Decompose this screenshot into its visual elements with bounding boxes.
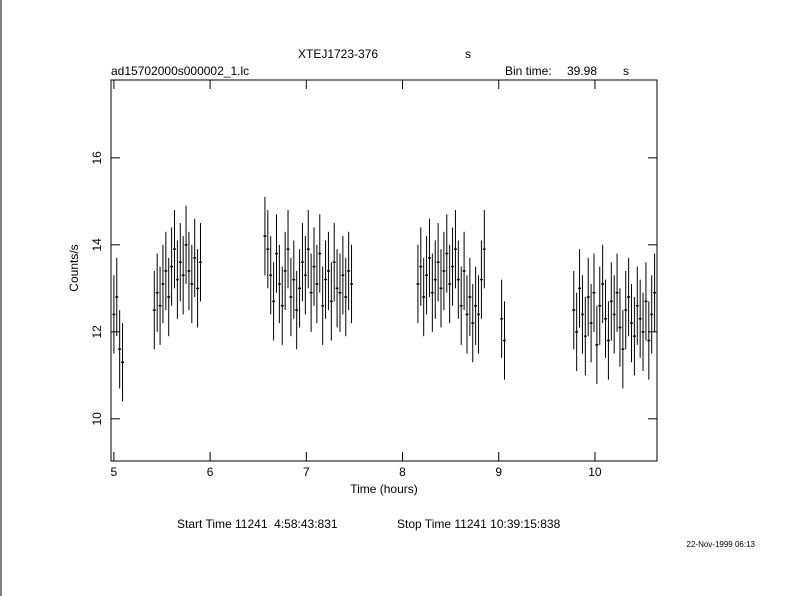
y-tick-label: 12	[90, 325, 104, 339]
plot-frame	[110, 79, 658, 462]
stop-time: Stop Time 11241 10:39:15:838	[397, 517, 561, 531]
x-tick-label: 9	[495, 465, 502, 479]
bin-value: 39.98	[567, 64, 597, 78]
y-tick-label: 16	[90, 151, 104, 165]
y-tick-label: 14	[90, 238, 104, 252]
bin-label: Bin time:	[505, 64, 552, 78]
x-tick-label: 7	[303, 465, 310, 479]
x-tick-label: 8	[399, 465, 406, 479]
chart-title: XTEJ1723-376	[298, 47, 378, 61]
timestamp: 22-Nov-1999 06:13	[687, 540, 756, 549]
x-tick-label: 6	[207, 465, 214, 479]
start-time: Start Time 11241 4:58:43:831	[177, 517, 338, 531]
x-tick-label: 10	[588, 465, 602, 479]
filename: ad15702000s000002_1.lc	[111, 64, 249, 78]
y-axis-label: Counts/s	[67, 244, 81, 291]
title-unit: s	[465, 47, 471, 61]
x-tick-label: 5	[111, 465, 118, 479]
bin-unit: s	[623, 64, 629, 78]
y-tick-label: 10	[90, 412, 104, 426]
x-axis-label: Time (hours)	[350, 482, 418, 496]
